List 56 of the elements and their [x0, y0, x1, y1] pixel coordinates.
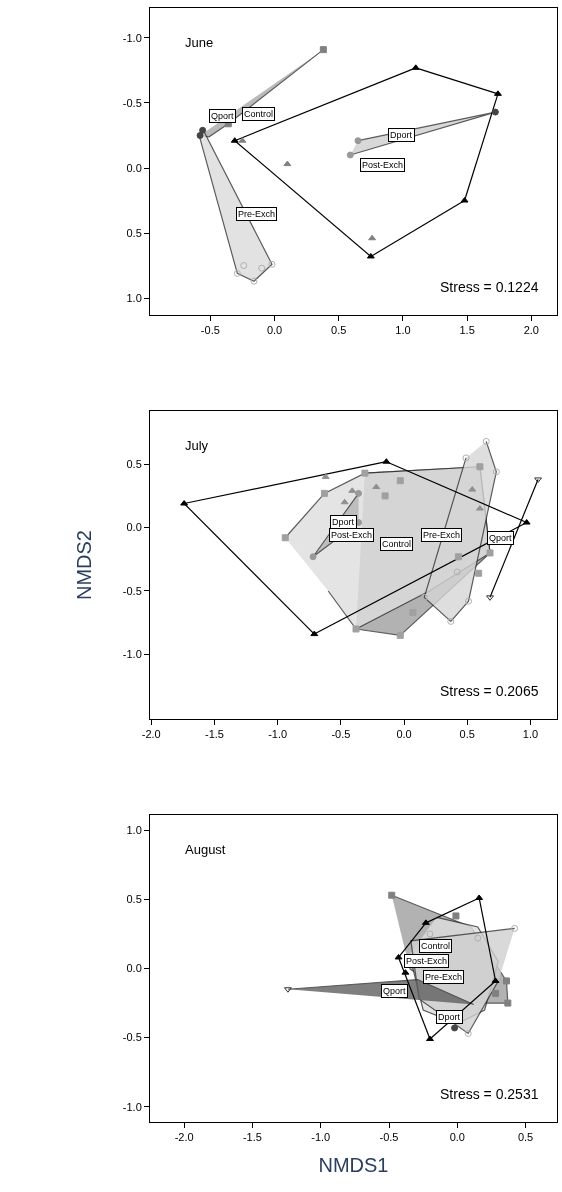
- y-tick-label: 1.0: [126, 291, 142, 304]
- annotation: Post-Exch: [362, 160, 404, 170]
- annotation: Dport: [438, 1012, 461, 1022]
- annotation: Stress = 0.1224: [440, 279, 539, 295]
- annotation: Qport: [211, 111, 235, 121]
- annotation: Post-Exch: [331, 530, 373, 540]
- y-axis-title: NMDS2: [73, 529, 96, 601]
- x-axis-title: NMDS1: [318, 1153, 389, 1176]
- annotation: Qport: [489, 533, 513, 543]
- annotation: Stress = 0.2531: [440, 1086, 539, 1102]
- y-tick-label: 1.0: [126, 824, 142, 837]
- x-tick-label: -1.5: [204, 728, 224, 741]
- x-tick-label: -2.0: [141, 728, 161, 741]
- text: June: [185, 35, 214, 50]
- text: July: [185, 438, 209, 453]
- x-tick-label: 0.5: [517, 1131, 534, 1144]
- x-tick-label: 0.0: [266, 324, 283, 337]
- annotation: Pre-Exch: [423, 530, 461, 540]
- y-tick-label: 0.5: [126, 226, 142, 239]
- annotation: Qport: [383, 986, 407, 996]
- x-tick-label: 0.5: [331, 324, 347, 337]
- y-tick-label: -1.0: [122, 31, 142, 44]
- y-tick-label: 0.0: [126, 161, 142, 174]
- y-tick-label: 0.5: [126, 893, 142, 906]
- x-tick-label: 0.5: [459, 728, 475, 741]
- y-tick-label: 0.5: [126, 458, 142, 471]
- y-tick-label: -0.5: [122, 584, 142, 597]
- x-tick-label: -2.0: [174, 1131, 194, 1144]
- y-tick-label: 0.0: [126, 962, 142, 975]
- annotation: Control: [421, 941, 451, 951]
- annotation: Control: [382, 539, 412, 549]
- x-tick-label: -0.5: [331, 728, 351, 741]
- x-tick-label: 1.0: [522, 728, 539, 741]
- text: August: [185, 842, 226, 857]
- x-tick-label: 2.0: [523, 324, 539, 337]
- x-tick-label: -1.0: [311, 1131, 331, 1144]
- annotation: Control: [244, 109, 274, 119]
- annotation: Dport: [390, 130, 413, 140]
- x-tick-label: -1.5: [242, 1131, 262, 1144]
- x-tick-label: 1.5: [459, 324, 475, 337]
- annotation: Post-Exch: [406, 956, 448, 966]
- y-tick-label: 0.0: [126, 521, 142, 534]
- y-tick-label: -0.5: [122, 1031, 142, 1044]
- y-tick-label: -1.0: [122, 648, 142, 661]
- x-tick-label: 0.0: [449, 1131, 465, 1144]
- x-tick-label: -1.0: [268, 728, 288, 741]
- y-tick-label: -0.5: [122, 96, 142, 109]
- annotation: Stress = 0.2065: [440, 683, 539, 699]
- annotation: Dport: [332, 517, 355, 527]
- annotation: Pre-Exch: [425, 972, 463, 982]
- x-tick-label: -0.5: [200, 324, 220, 337]
- annotation: Pre-Exch: [238, 209, 276, 219]
- x-tick-label: -0.5: [379, 1131, 399, 1144]
- y-tick-label: -1.0: [122, 1100, 142, 1113]
- x-tick-label: 1.0: [395, 324, 411, 337]
- x-tick-label: 0.0: [396, 728, 412, 741]
